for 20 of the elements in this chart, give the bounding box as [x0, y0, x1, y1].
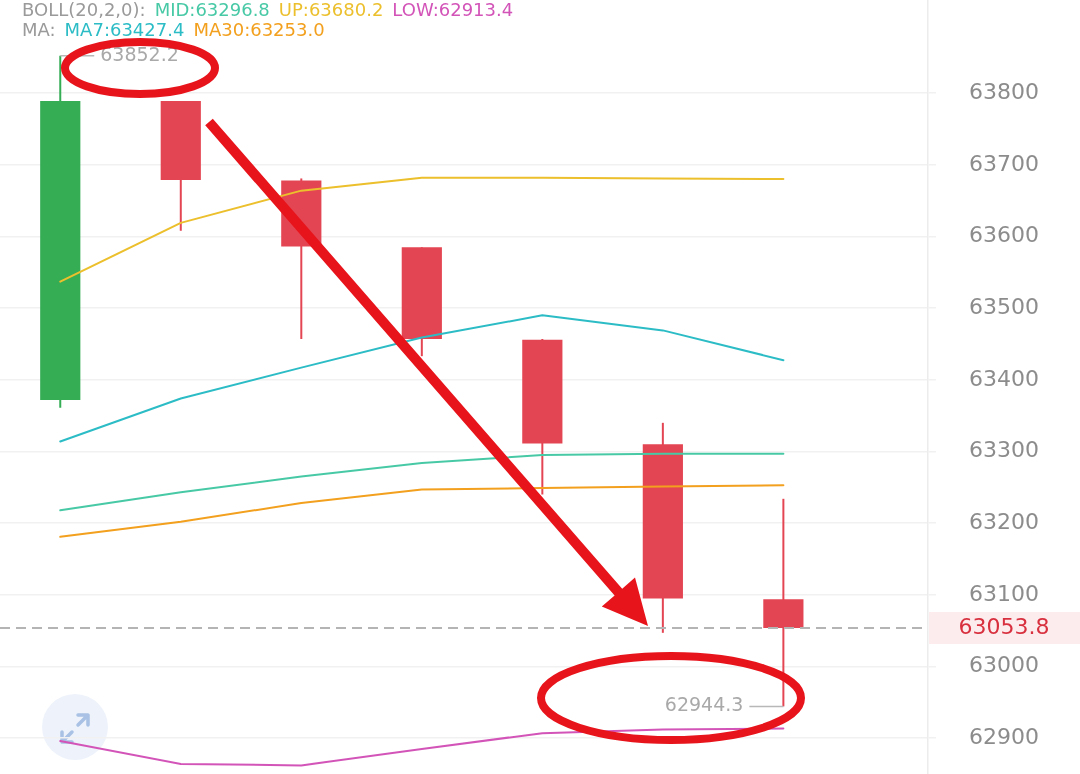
annotation: MA: — [22, 19, 56, 40]
text: MID:63296.8 — [154, 0, 270, 20]
y-tick-label: 63000 — [968, 652, 1039, 678]
annotation: BOLL(20,2,0): — [22, 0, 146, 20]
y-tick-label: 63800 — [968, 78, 1039, 104]
y-tick-label: 63600 — [968, 222, 1039, 248]
annotation: 62944.3 — [664, 693, 744, 716]
y-tick-label: 62900 — [968, 723, 1039, 749]
y-tick-label: 63100 — [968, 580, 1039, 606]
y-tick-label: 63200 — [968, 508, 1039, 534]
text: LOW:62913.4 — [392, 0, 514, 20]
y-tick-label: 63700 — [968, 150, 1039, 176]
text: MA7:63427.4 — [64, 19, 185, 40]
y-tick-label: 63300 — [968, 437, 1039, 463]
text: UP:63680.2 — [278, 0, 384, 20]
text: 63053.8 — [958, 613, 1050, 639]
annotation: 63852.2 — [100, 42, 179, 65]
y-tick-label: 63500 — [968, 293, 1039, 319]
text: MA30:63253.0 — [193, 19, 325, 40]
y-tick-label: 63400 — [968, 365, 1039, 391]
